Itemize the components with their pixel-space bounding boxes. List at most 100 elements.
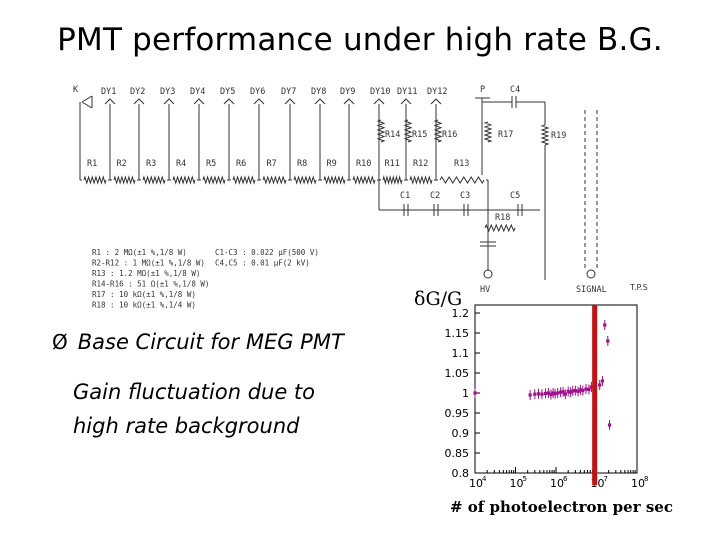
resistor <box>262 175 287 185</box>
cathode-label: K <box>73 85 79 95</box>
dynode-symbol <box>223 98 235 105</box>
dynode-label: DY11 <box>397 87 417 97</box>
resistor-label: R9 <box>327 159 337 169</box>
bullet-item: Ø Base Circuit for MEG PMT <box>52 330 344 354</box>
data-point <box>551 391 555 395</box>
resistor-label: R10 <box>356 159 371 169</box>
x-tick-label: 10 <box>631 477 645 490</box>
dynode-symbol <box>314 98 326 105</box>
resistor <box>202 175 226 185</box>
resistor-label: R4 <box>176 159 186 169</box>
resistor <box>293 175 317 185</box>
resistor <box>382 175 403 185</box>
resistor-label: R3 <box>146 159 156 169</box>
spec-right-line: C4,C5 : 0.01 μF(2 kV) <box>215 259 310 268</box>
resistor-label: R12 <box>413 159 428 169</box>
dynode-symbol <box>430 98 442 105</box>
spec-left-line: R1 : 2 MΩ(±1 %,1/8 W) <box>92 248 187 257</box>
resistor-label: R14 <box>385 130 400 140</box>
dynode-label: DY2 <box>130 87 145 97</box>
resistor-label: R6 <box>236 159 246 169</box>
spec-left-line: R2-R12 : 1 MΩ(±1 %,1/8 W) <box>92 259 205 268</box>
dynode-label: DY12 <box>427 87 447 97</box>
y-tick-label: 1.1 <box>452 347 470 360</box>
data-point <box>546 391 551 395</box>
x-tick-exponent: 6 <box>563 475 568 483</box>
slide-title: PMT performance under high rate B.G. <box>57 22 663 58</box>
resistor <box>433 119 443 143</box>
signal-terminal-icon <box>586 269 596 279</box>
resistor <box>232 175 256 185</box>
data-point <box>607 423 612 427</box>
resistor-label: R8 <box>297 159 307 169</box>
resistor-label: R5 <box>206 159 216 169</box>
y-tick-label: 0.85 <box>445 447 470 460</box>
data-point <box>600 379 605 383</box>
dynode-label: DY3 <box>160 87 175 97</box>
sub-line-2: high rate background <box>73 414 300 438</box>
data-point <box>533 392 537 396</box>
data-point <box>576 389 580 393</box>
dynode-label: DY6 <box>250 87 265 97</box>
x-tick-exponent: 5 <box>523 475 527 483</box>
sub-text: Gain fluctuation due to high rate backgr… <box>73 375 315 443</box>
resistor-r18 <box>484 223 516 233</box>
dynode-symbol <box>163 98 175 105</box>
dynode-label: DY9 <box>340 87 355 97</box>
resistor-label-r19: R19 <box>551 131 566 141</box>
data-point <box>571 389 575 393</box>
resistor <box>352 175 376 185</box>
y-tick-label: 1.05 <box>445 367 470 380</box>
spec-left-line: R17 : 10 kΩ(±1 %,1/8 W) <box>92 290 196 299</box>
resistor-label: R13 <box>454 159 469 169</box>
dynode-symbol <box>193 98 205 105</box>
resistor <box>439 176 485 184</box>
spec-left-line: R13 : 1.2 MΩ(±1 %,1/8 W) <box>92 269 200 278</box>
data-point <box>569 390 573 394</box>
resistor <box>376 119 386 143</box>
spec-right-line: C1-C3 : 0.022 μF(500 V) <box>215 248 319 257</box>
resistor <box>142 175 166 185</box>
x-tick-label: 10 <box>510 477 524 490</box>
resistor-label-r17: R17 <box>498 130 513 140</box>
x-tick-exponent: 8 <box>644 475 648 483</box>
spec-left-line: R18 : 10 kΩ(±1 %,1/4 W) <box>92 301 196 310</box>
dynode-symbol <box>284 98 296 105</box>
dynode-label: DY8 <box>311 87 326 97</box>
y-axis-label: δG/G <box>414 288 463 310</box>
cap-label-c5: C5 <box>510 191 520 201</box>
resistor <box>113 175 136 185</box>
data-point <box>553 392 557 396</box>
resistor <box>409 175 433 185</box>
dynode-symbol <box>373 98 385 105</box>
dynode-label: DY4 <box>190 87 205 97</box>
x-tick-label: 10 <box>469 477 483 490</box>
data-point <box>473 391 477 395</box>
x-tick-label: 10 <box>550 477 564 490</box>
data-point <box>606 339 610 343</box>
cap-label: C2 <box>430 191 440 201</box>
resistor-label: R1 <box>87 159 97 169</box>
data-point <box>578 388 582 392</box>
plot-frame <box>474 304 638 474</box>
y-tick-label: 1 <box>462 387 469 400</box>
data-point <box>563 392 567 396</box>
data-point <box>559 390 563 394</box>
corner-label: T.P.S <box>629 283 648 292</box>
cathode-symbol <box>81 95 93 109</box>
data-point <box>536 392 541 396</box>
dynode-symbol <box>343 98 355 105</box>
data-point <box>549 393 553 397</box>
resistor <box>172 175 196 185</box>
dynode-symbol <box>133 98 145 105</box>
cap-label: C1 <box>400 191 410 201</box>
arrow-bullet-icon: Ø <box>52 330 68 354</box>
data-point <box>543 391 548 395</box>
hv-label: HV <box>480 285 490 295</box>
y-tick-label: 0.8 <box>452 467 470 480</box>
resistor-label: R15 <box>412 130 427 140</box>
data-point <box>528 393 532 397</box>
anode-label: P <box>480 85 485 95</box>
data-point <box>540 392 544 396</box>
